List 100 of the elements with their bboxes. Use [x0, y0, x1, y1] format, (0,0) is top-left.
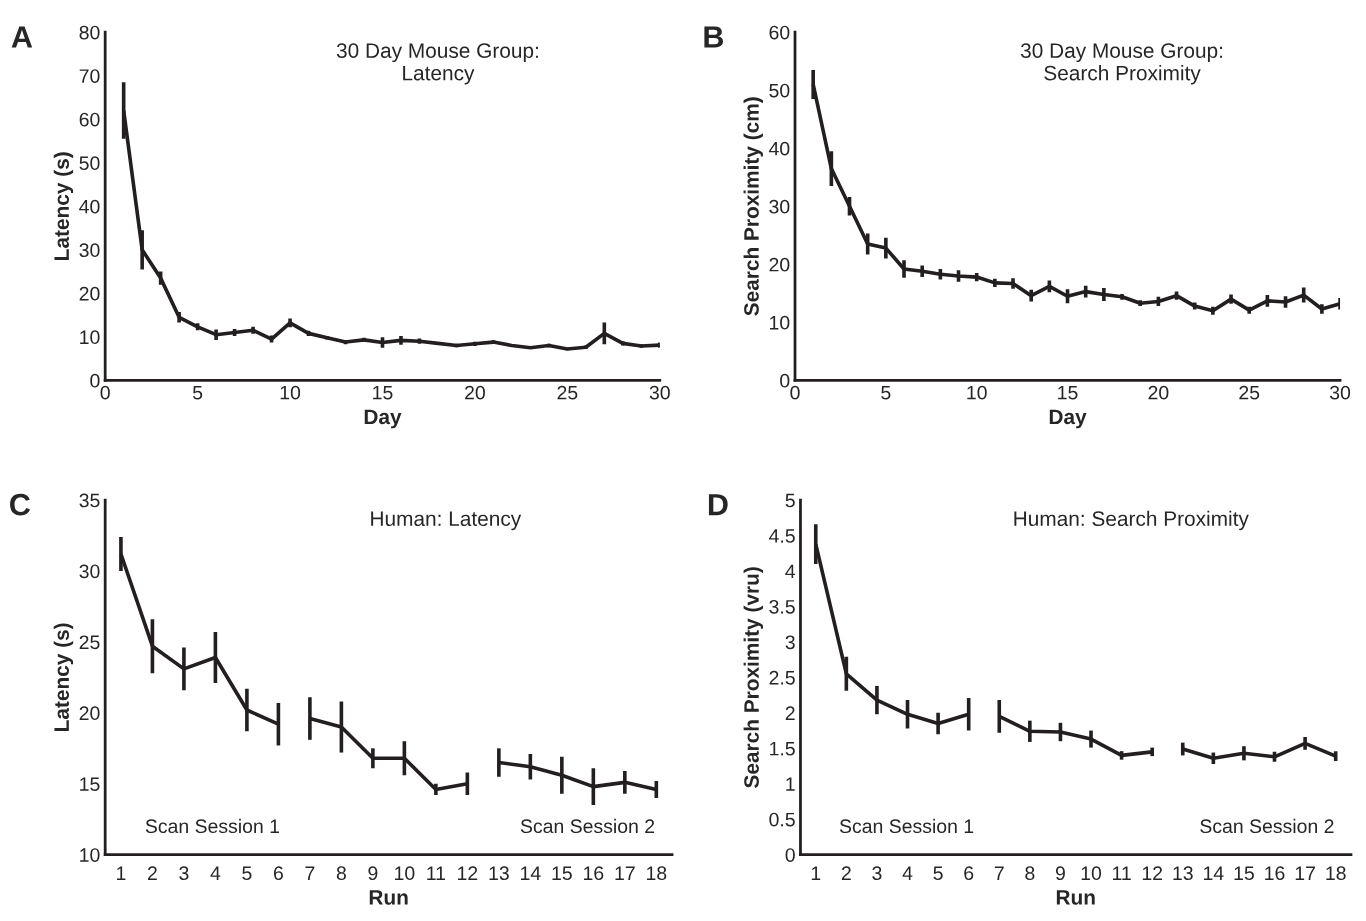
text: D — [708, 494, 728, 516]
x-tick-label: 30 — [649, 385, 670, 400]
y-axis-title: Search Proximity (vru) — [743, 567, 764, 788]
text: 30 Day Mouse Group: Search Proximity — [1020, 43, 1223, 85]
y-tick-label: 35 — [79, 493, 100, 508]
y-tick-label: 60 — [79, 112, 100, 127]
x-tick-label: 12 — [458, 866, 478, 880]
y-tick-label: 20 — [769, 257, 790, 272]
text: B — [704, 26, 724, 48]
x-tick-label: 25 — [1239, 385, 1260, 400]
text: C — [10, 493, 31, 516]
y-tick-label: 0 — [780, 373, 790, 388]
x-tick-label: 15 — [552, 866, 572, 881]
annotation: Scan Session 2 — [520, 818, 655, 834]
x-tick-label: 10 — [1081, 866, 1102, 881]
chart-title: Human: Search Proximity — [1014, 510, 1249, 531]
text: A — [11, 26, 33, 48]
y-tick-label: 4 — [785, 564, 796, 579]
y-tick-label: 25 — [79, 635, 100, 650]
x-tick-label: 1 — [117, 866, 126, 880]
y-tick-label: 10 — [770, 315, 790, 330]
x-tick-label: 20 — [465, 385, 485, 400]
y-tick-label: 60 — [769, 25, 790, 40]
y-tick-label: 80 — [79, 25, 100, 40]
chart-title: Human: Latency — [371, 511, 522, 531]
y-tick-label: 20 — [79, 286, 100, 301]
y-tick-label: 50 — [769, 83, 790, 98]
x-tick-label: 13 — [1173, 866, 1193, 881]
x-tick-label: 2 — [147, 866, 157, 880]
x-tick-label: 9 — [1055, 866, 1065, 881]
x-tick-label: 5 — [192, 385, 203, 400]
x-tick-label: 4 — [210, 866, 221, 880]
y-tick-label: 40 — [79, 199, 100, 214]
x-tick-label: 3 — [179, 866, 189, 881]
annotation: Scan Session 1 — [145, 818, 280, 834]
text: 30 Day Mouse Group: Latency — [336, 43, 538, 85]
x-tick-label: 2 — [841, 866, 851, 880]
x-axis-title: Day — [364, 409, 402, 429]
x-tick-label: 17 — [615, 866, 635, 880]
y-axis-title: Search Proximity (cm) — [743, 97, 763, 316]
x-tick-label: 17 — [1295, 866, 1315, 880]
y-tick-label: 1 — [786, 777, 795, 791]
x-tick-label: 10 — [280, 385, 301, 400]
x-tick-label: 5 — [242, 866, 252, 881]
x-tick-label: 20 — [1148, 385, 1169, 400]
y-tick-label: 10 — [80, 848, 100, 862]
y-tick-label: 2 — [785, 706, 795, 720]
x-tick-label: 16 — [1265, 866, 1285, 881]
y-tick-label: 15 — [80, 777, 100, 792]
x-tick-label: 1 — [811, 866, 821, 880]
x-tick-label: 18 — [1326, 866, 1346, 881]
x-tick-label: 7 — [994, 866, 1004, 880]
y-tick-label: 30 — [769, 199, 790, 214]
y-tick-label: 10 — [80, 330, 100, 345]
y-tick-label: 30 — [79, 564, 100, 579]
x-tick-label: 15 — [1058, 385, 1078, 400]
x-axis-title: Run — [369, 890, 408, 905]
y-tick-label: 30 — [79, 243, 100, 258]
y-tick-label: 3 — [785, 635, 795, 650]
y-tick-label: 3.5 — [769, 599, 795, 614]
x-tick-label: 5 — [933, 866, 943, 881]
x-tick-label: 11 — [1112, 866, 1131, 880]
y-axis-title: Latency (s) — [53, 152, 74, 260]
x-tick-label: 12 — [1142, 866, 1163, 880]
x-tick-label: 0 — [100, 385, 110, 400]
x-tick-label: 7 — [305, 866, 315, 880]
x-tick-label: 25 — [557, 385, 578, 400]
x-tick-label: 15 — [373, 385, 393, 400]
x-tick-label: 18 — [646, 866, 667, 881]
y-tick-label: 1.5 — [770, 741, 795, 756]
y-tick-label: 20 — [79, 706, 100, 721]
x-tick-label: 6 — [273, 866, 283, 881]
y-axis-title: Latency (s) — [53, 623, 74, 731]
y-tick-label: 4.5 — [769, 529, 795, 543]
x-tick-label: 5 — [881, 385, 891, 400]
y-tick-label: 2.5 — [769, 670, 795, 685]
y-tick-label: 0 — [90, 373, 100, 388]
x-tick-label: 11 — [427, 866, 446, 880]
x-tick-label: 9 — [368, 866, 378, 881]
x-tick-label: 3 — [872, 866, 882, 881]
x-tick-label: 4 — [902, 866, 913, 880]
x-tick-label: 6 — [964, 866, 974, 881]
annotation: Scan Session 2 — [1200, 818, 1334, 834]
y-tick-label: 70 — [79, 69, 100, 83]
x-tick-label: 8 — [336, 866, 346, 881]
x-tick-label: 13 — [489, 866, 509, 881]
x-tick-label: 15 — [1234, 866, 1254, 881]
annotation: Scan Session 1 — [839, 818, 974, 834]
x-tick-label: 30 — [1329, 385, 1351, 400]
x-tick-label: 10 — [967, 385, 987, 400]
y-tick-label: 0.5 — [769, 812, 795, 827]
x-tick-label: 10 — [395, 866, 415, 881]
x-tick-label: 14 — [1204, 866, 1224, 880]
y-tick-label: 0 — [785, 848, 795, 862]
y-tick-label: 50 — [79, 156, 100, 171]
x-tick-label: 16 — [584, 866, 604, 881]
x-axis-title: Run — [1056, 890, 1095, 905]
y-tick-label: 5 — [785, 493, 795, 508]
y-tick-label: 40 — [768, 141, 790, 156]
x-axis-title: Day — [1049, 409, 1087, 429]
